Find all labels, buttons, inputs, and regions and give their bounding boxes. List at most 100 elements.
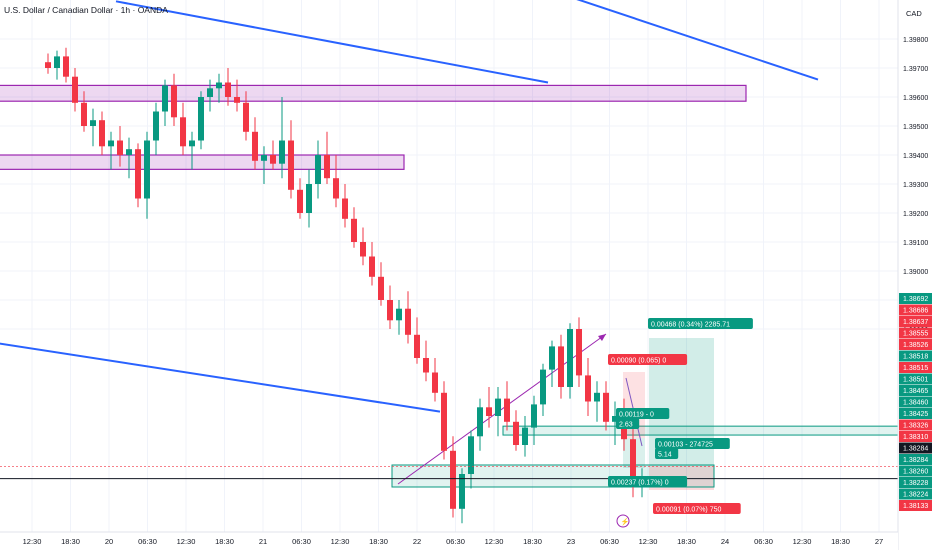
candle-body [162,85,168,112]
candle-body [279,140,285,164]
time-tick-label: 06:30 [138,537,157,546]
time-axis [0,532,898,550]
price-tick-label: 1.39100 [903,240,928,247]
price-axis-value: 1.38310 [903,434,928,441]
annotation-label: 0.00119 - 0 [619,412,654,419]
annotation-box [616,408,670,419]
price-axis-value: 1.38460 [903,400,928,407]
candle-body [603,392,609,422]
candle-body [540,369,546,405]
bolt-glyph: ⚡ [621,517,630,526]
candle-body [423,358,429,373]
annotation-label: 0.00468 (0.34%) 2285.71 [651,322,730,329]
candle-body [81,102,87,126]
annotation-label: 5.14 [658,452,672,459]
price-axis-badge [899,316,932,327]
candle-body [531,404,537,428]
time-tick-label: 18:30 [61,537,80,546]
trend-line [0,342,441,413]
annotation-label: 0.00237 (0.17%) 0 [611,480,669,487]
price-axis-value: 1.38692 [903,296,928,303]
candle-body [459,474,465,509]
time-tick-label: 24 [721,537,729,546]
time-tick-label: 22 [413,537,421,546]
price-axis-value: 1.38465 [903,388,928,395]
price-axis-badge [899,385,932,396]
candle-body [360,242,366,257]
candle-body [477,407,483,437]
candle-body [189,140,195,147]
price-tick-label: 1.39800 [903,37,928,44]
candle-body [234,97,240,103]
price-axis-badge [899,442,932,454]
candle-body [387,300,393,321]
candle-body [252,131,258,161]
candle-body [513,421,519,445]
candle-body [108,140,114,147]
resistance-zone [0,84,747,102]
price-tick-label: 1.39700 [903,66,928,73]
time-tick-label: 18:30 [831,537,850,546]
annotation-box [653,503,741,514]
time-tick-label: 12:30 [485,537,504,546]
candle-body [450,450,456,509]
candle-body [432,372,438,393]
candle-body [630,439,636,486]
resistance-zone [0,154,405,170]
annotation-box [616,418,640,429]
trend-line [576,0,819,81]
time-tick-label: 21 [259,537,267,546]
price-axis-value: 1.38515 [903,365,928,372]
price-tick-label: 1.39300 [903,182,928,189]
candle-body [522,427,528,445]
candle-body [549,346,555,370]
candle-body [378,276,384,300]
candle-body [198,97,204,141]
candle-body [441,392,447,451]
symbol-title: U.S. Dollar / Canadian Dollar · 1h · OAN… [4,5,168,15]
candle-body [54,56,60,68]
candle-body [216,82,222,89]
candle-body [396,308,402,321]
candle-body [225,82,231,97]
price-axis-value: 1.38284 [903,446,928,453]
time-tick-label: 12:30 [793,537,812,546]
price-axis-value: 1.38228 [903,480,928,487]
candle-body [324,155,330,179]
annotation-box [608,354,688,365]
price-tick-label: 1.39200 [903,211,928,218]
candle-body [576,329,582,376]
candle-body [495,398,501,416]
candle-body [45,62,51,68]
annotation-box [608,476,688,487]
price-axis-badge [899,488,932,500]
annotation-label: 0.00091 (0.07%) 750 [656,507,721,514]
candle-body [612,416,618,422]
price-axis-badge [899,500,932,511]
candle-body [288,140,294,190]
price-axis-value: 1.38133 [903,503,928,510]
price-axis-badge [899,419,932,431]
candle-body [486,407,492,416]
candle-body [333,178,339,199]
candle-body [126,149,132,155]
price-axis-badge [899,373,932,385]
price-axis-value: 1.38284 [903,457,928,464]
candle-body [504,398,510,422]
candle-body [180,117,186,147]
candle-body [342,198,348,219]
candle-body [117,140,123,155]
price-axis-value: 1.38555 [903,331,928,338]
candle-body [351,218,357,242]
candle-body [405,308,411,335]
candle-body [135,149,141,199]
time-tick-label: 12:30 [23,537,42,546]
price-axis-value: 1.38260 [903,469,928,476]
time-tick-label: 06:30 [446,537,465,546]
time-tick-label: 12:30 [639,537,658,546]
candle-body [63,56,69,77]
annotation-box [655,438,730,449]
time-tick-label: 06:30 [600,537,619,546]
candle-body [207,88,213,97]
